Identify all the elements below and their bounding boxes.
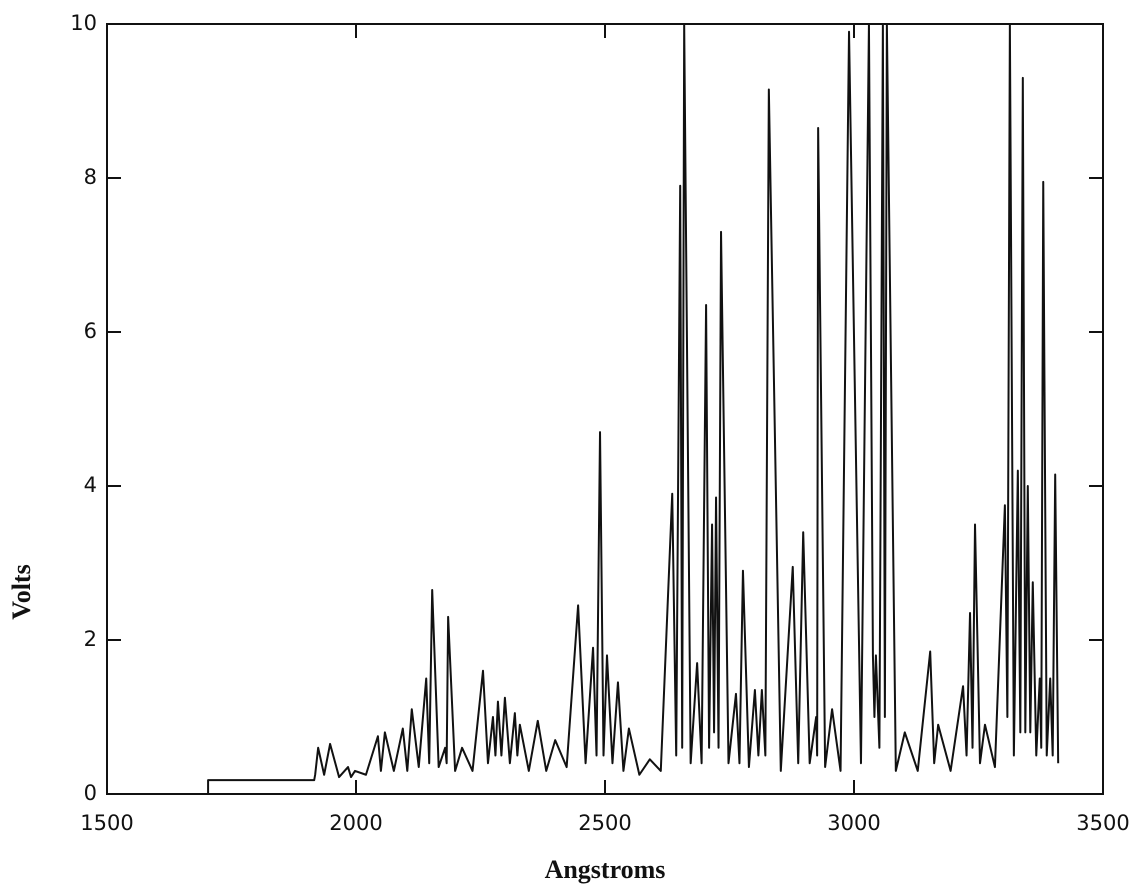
y-axis-title: Volts	[7, 564, 36, 619]
spectrum-line	[207, 23, 1060, 794]
x-tick-label: 1500	[80, 811, 133, 835]
x-axis-title: Angstroms	[545, 855, 666, 884]
x-tick-label: 3500	[1076, 811, 1129, 835]
y-tick-label: 0	[84, 781, 97, 805]
y-tick-label: 8	[84, 165, 97, 189]
x-tick-label: 2500	[578, 811, 631, 835]
plot-frame	[106, 23, 1104, 795]
y-tick-label: 10	[70, 11, 97, 35]
y-tick-label: 4	[84, 473, 97, 497]
x-tick-label: 2000	[329, 811, 382, 835]
y-tick-label: 6	[84, 319, 97, 343]
x-tick-label: 3000	[827, 811, 880, 835]
y-tick-label: 2	[84, 627, 97, 651]
